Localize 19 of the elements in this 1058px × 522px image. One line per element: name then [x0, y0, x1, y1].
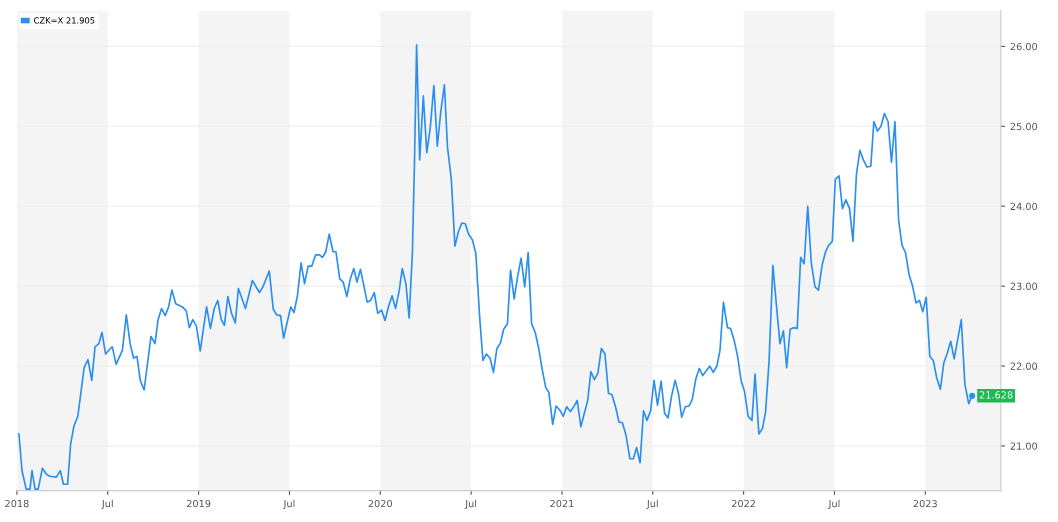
annotation: 21.628 — [979, 391, 1013, 399]
x-tick-label: 2018 — [5, 499, 29, 508]
y-tick-label: 21.00 — [1010, 442, 1038, 450]
y-tick-label: 26.00 — [1010, 42, 1038, 51]
x-tick-label: Jul — [646, 499, 658, 510]
x-tick-label: 2019 — [186, 499, 211, 508]
x-tick-label: Jul — [101, 499, 113, 510]
y-tick-label: 25.00 — [1010, 122, 1038, 131]
x-tick-label: 2021 — [550, 499, 574, 508]
x-tick-label: 2023 — [913, 499, 937, 508]
legend-label: CZK=X 21.905 — [34, 17, 95, 24]
y-tick-label: 24.00 — [1010, 202, 1038, 211]
x-tick-label: Jul — [283, 499, 295, 510]
x-tick-label: Jul — [464, 499, 477, 510]
x-tick-label: Jul — [828, 499, 840, 510]
x-tick-label: 2020 — [368, 499, 392, 508]
y-tick-label: 22.00 — [1010, 362, 1038, 370]
x-tick-label: 2022 — [731, 499, 756, 508]
y-tick-label: 23.00 — [1010, 282, 1038, 290]
